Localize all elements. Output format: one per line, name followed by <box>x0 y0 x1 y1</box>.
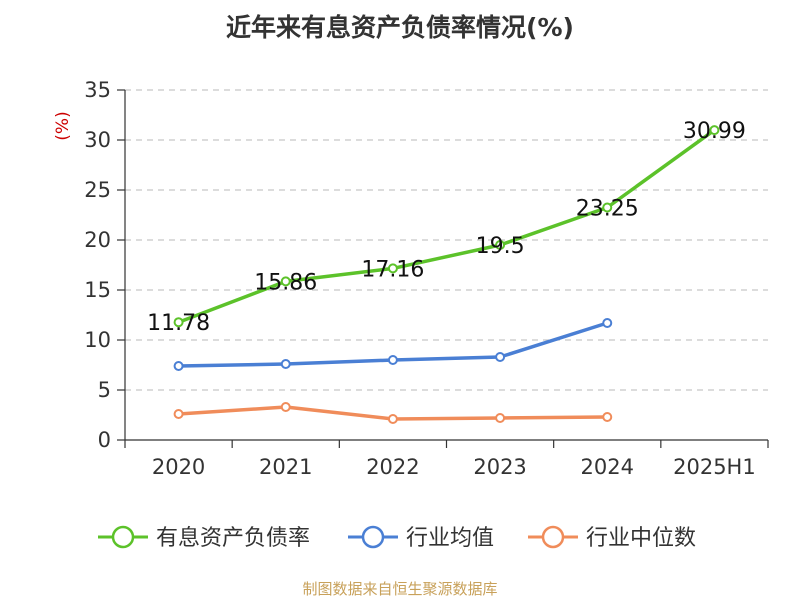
x-tick-label: 2025H1 <box>673 455 756 479</box>
y-tick-label: 35 <box>84 78 111 102</box>
chart-title: 近年来有息资产负债率情况(%) <box>226 13 574 42</box>
data-point <box>173 409 184 419</box>
grid-lines <box>125 89 768 391</box>
legend-label: 行业均值 <box>406 526 494 551</box>
x-tick-label: 2021 <box>259 455 312 479</box>
legend-marker <box>111 525 135 549</box>
y-axis-ticks: 0 5 10 15 20 25 30 35 <box>84 78 125 452</box>
x-tick-label: 2023 <box>473 455 526 479</box>
data-point <box>173 317 184 328</box>
data-point <box>602 318 613 328</box>
series-lines <box>173 125 720 424</box>
legend-marker <box>541 525 565 549</box>
x-tick-label: 2024 <box>581 455 634 479</box>
data-point <box>387 355 398 365</box>
data-point <box>387 263 398 274</box>
data-point <box>602 412 613 422</box>
data-point <box>709 125 720 136</box>
data-point <box>495 240 506 250</box>
data-label: 15.86 <box>254 270 317 295</box>
data-point <box>280 276 291 287</box>
data-label: 19.5 <box>476 234 525 259</box>
data-label: 17.16 <box>361 257 424 282</box>
legend-label: 有息资产负债率 <box>156 526 310 551</box>
data-label: 11.78 <box>147 311 210 336</box>
y-tick-label: 0 <box>98 428 111 452</box>
legend-marker <box>361 525 385 549</box>
data-point <box>280 359 291 369</box>
y-tick-label: 25 <box>84 178 111 202</box>
data-point <box>495 352 506 362</box>
y-tick-label: 10 <box>84 328 111 352</box>
x-tick-label: 2022 <box>366 455 419 479</box>
series-line <box>177 128 716 324</box>
data-label: 23.25 <box>576 197 639 222</box>
data-point <box>602 202 613 213</box>
data-point <box>280 402 291 412</box>
y-tick-label: 15 <box>84 278 111 302</box>
y-axis-unit-label: (%) <box>53 111 73 140</box>
data-source-note: 制图数据来自恒生聚源数据库 <box>302 580 498 598</box>
data-point <box>387 414 398 424</box>
axes <box>124 90 768 441</box>
legend-label: 行业中位数 <box>586 526 696 551</box>
y-tick-label: 20 <box>84 228 111 252</box>
x-tick-label: 2020 <box>152 455 205 479</box>
data-label: 30.99 <box>683 119 746 144</box>
data-labels: 11.78 15.86 17.16 19.5 23.25 30.99 <box>147 119 746 336</box>
y-tick-label: 5 <box>98 378 111 402</box>
legend: 有息资产负债率 行业均值 行业中位数 <box>98 525 696 551</box>
x-axis-ticks: 2020 2021 2022 2023 2024 2025H1 <box>124 440 769 479</box>
y-tick-label: 30 <box>84 128 111 152</box>
data-point <box>173 361 184 371</box>
data-point <box>495 413 506 423</box>
